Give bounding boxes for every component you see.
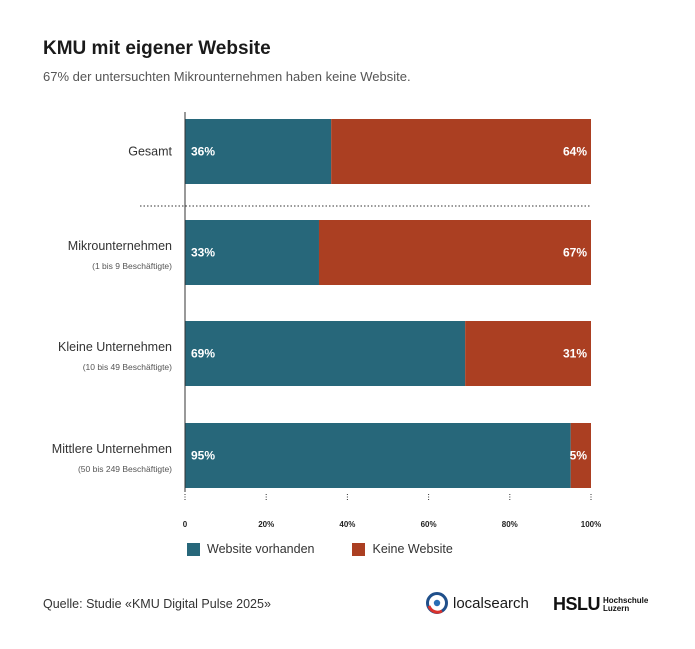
- bar-chart: 36% 64% Gesamt 33% 67% Mikrounternehmen (1 bis…: [52, 112, 601, 529]
- legend: Website vorhanden Keine Website: [187, 542, 453, 556]
- category-sublabel: (50 bis 249 Beschäftigte): [78, 464, 172, 474]
- x-tick-label: 80%: [502, 520, 518, 529]
- legend-item-website: Website vorhanden: [187, 542, 314, 556]
- bar-website: [185, 119, 332, 184]
- localsearch-icon: [426, 592, 448, 614]
- data-label-website: 36%: [191, 145, 215, 159]
- localsearch-wordmark: localsearch: [453, 594, 529, 612]
- category-label: Mittlere Unternehmen: [52, 442, 172, 456]
- hslu-wordmark: HSLU: [553, 594, 601, 614]
- bar-website: [185, 321, 466, 386]
- bar-no-website: [318, 220, 591, 285]
- category-sublabel: (1 bis 9 Beschäftigte): [92, 261, 172, 271]
- x-tick-label: 100%: [581, 520, 601, 529]
- legend-label-website: Website vorhanden: [207, 542, 315, 556]
- data-label-no-website: 5%: [570, 449, 588, 463]
- legend-swatch-no-website: [352, 542, 366, 556]
- chart-title: KMU mit eigener Website: [43, 38, 271, 59]
- x-tick-label: 0: [183, 520, 188, 529]
- hslu-subtitle: Hochschule Luzern: [603, 595, 649, 613]
- bar-website: [185, 423, 571, 488]
- x-tick-label: 20%: [258, 520, 274, 529]
- hslu-logo: HSLU Hochschule Luzern: [553, 594, 648, 615]
- legend-swatch-website: [187, 542, 200, 556]
- legend-item-no-website: Keine Website: [352, 542, 453, 556]
- hslu-sub-line2: Luzern: [603, 603, 630, 613]
- category-label: Kleine Unternehmen: [58, 340, 172, 354]
- bar-no-website: [465, 321, 591, 386]
- x-tick-label: 40%: [339, 520, 355, 529]
- legend-label-no-website: Keine Website: [372, 542, 453, 556]
- bar-no-website: [570, 423, 591, 488]
- category-label: Mikrounternehmen: [68, 239, 172, 253]
- data-label-no-website: 31%: [563, 347, 587, 361]
- bar-website: [185, 220, 319, 285]
- data-label-no-website: 67%: [563, 246, 587, 260]
- x-tick-label: 60%: [421, 520, 437, 529]
- data-label-website: 69%: [191, 347, 215, 361]
- chart-subtitle: 67% der untersuchten Mikrounternehmen ha…: [43, 69, 411, 84]
- localsearch-logo: localsearch: [426, 592, 529, 614]
- category-sublabel: (10 bis 49 Beschäftigte): [83, 362, 172, 372]
- category-label: Gesamt: [128, 145, 172, 159]
- source-note: Quelle: Studie «KMU Digital Pulse 2025»: [43, 597, 271, 611]
- data-label-website: 95%: [191, 449, 215, 463]
- bar-no-website: [331, 119, 591, 184]
- data-label-no-website: 64%: [563, 145, 587, 159]
- data-label-website: 33%: [191, 246, 215, 260]
- hslu-sub-line1: Hochschule: [603, 595, 649, 605]
